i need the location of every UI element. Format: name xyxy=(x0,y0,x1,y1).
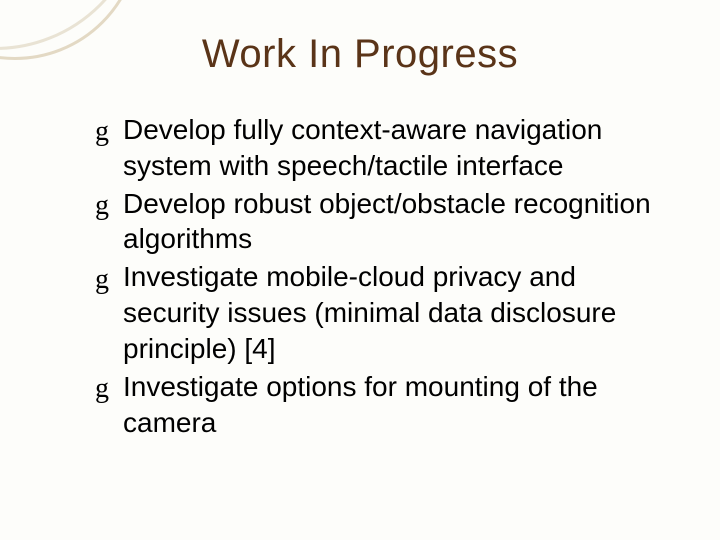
list-item-text: Develop robust object/obstacle recogniti… xyxy=(123,188,651,255)
list-item-text: Investigate mobile-cloud privacy and sec… xyxy=(123,261,616,364)
bullet-icon: g xyxy=(95,371,109,407)
slide-title: Work In Progress xyxy=(0,32,720,77)
list-item: g Develop robust object/obstacle recogni… xyxy=(95,186,665,258)
list-item-text: Investigate options for mounting of the … xyxy=(123,371,598,438)
list-item: g Investigate mobile-cloud privacy and s… xyxy=(95,259,665,366)
slide-body: g Develop fully context-aware navigation… xyxy=(95,112,665,442)
bullet-icon: g xyxy=(95,114,109,150)
bullet-icon: g xyxy=(95,262,109,298)
bullet-icon: g xyxy=(95,188,109,224)
list-item-text: Develop fully context-aware navigation s… xyxy=(123,114,602,181)
list-item: g Investigate options for mounting of th… xyxy=(95,369,665,441)
slide: Work In Progress g Develop fully context… xyxy=(0,0,720,540)
list-item: g Develop fully context-aware navigation… xyxy=(95,112,665,184)
